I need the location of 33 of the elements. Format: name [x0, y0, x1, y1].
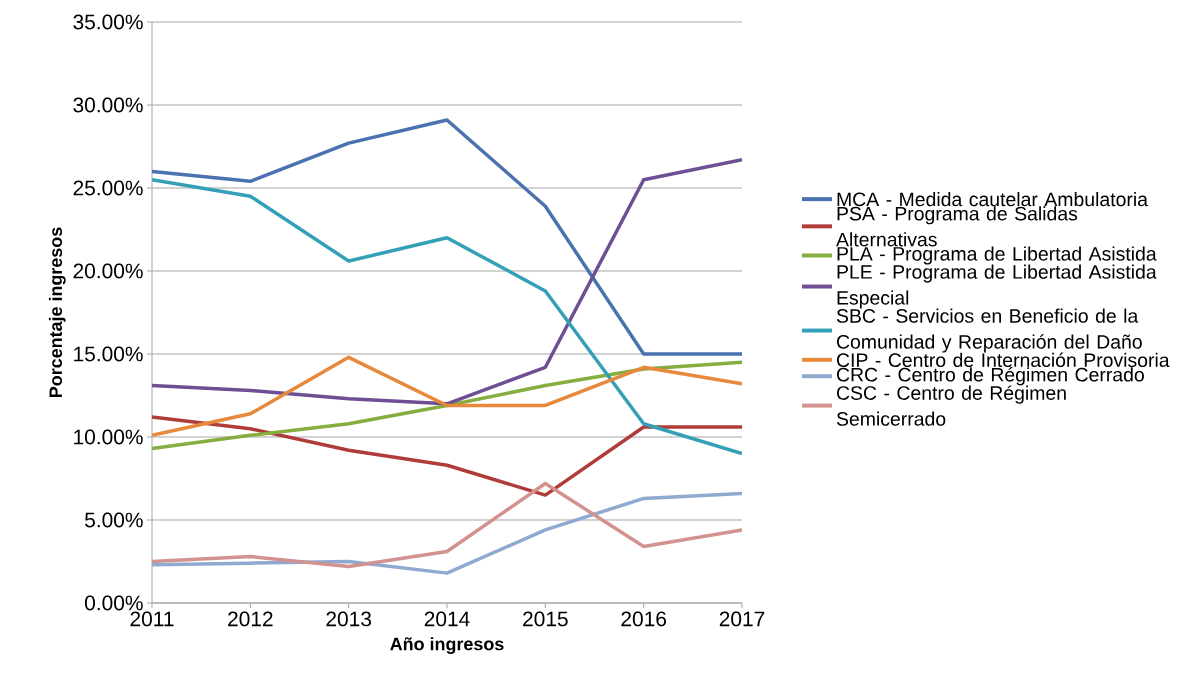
y-tick-label: 20.00% [73, 263, 143, 279]
y-tick-label: 10.00% [74, 429, 143, 445]
y-tick-label: 30.00% [73, 97, 143, 113]
x-tick-label: 2013 [326, 611, 372, 627]
line-series [152, 158, 742, 406]
x-tick-label: 2017 [719, 611, 765, 627]
y-tick-label: 15.00% [74, 346, 143, 362]
line-series [152, 360, 742, 451]
x-tick-label: 2011 [130, 611, 174, 627]
y-tick-label: 5.00% [85, 512, 143, 528]
legend-label: CIP - Centro de Internación Provisoria [837, 352, 1170, 368]
line-series [152, 481, 742, 569]
line-series [152, 355, 742, 438]
line-series [152, 177, 742, 456]
x-tick-label: 2015 [523, 611, 568, 627]
x-tick-label: 2012 [228, 611, 273, 627]
x-axis-title: Año ingresos [390, 637, 504, 654]
line-series [152, 415, 742, 497]
y-axis-title: Porcentaje ingresos [48, 227, 66, 398]
legend-label: PSA - Programa de Salidas Alternativas [836, 206, 1078, 247]
y-tick-label: 25.00% [73, 180, 143, 196]
x-tick-label: 2014 [424, 611, 470, 627]
x-tick-label: 2016 [621, 611, 667, 627]
line-series [152, 118, 742, 356]
legend-label: MCA - Medida cautelar Ambulatoria [837, 191, 1148, 207]
legend-label: CSC - Centro de Régimen Semicerrado [836, 385, 1066, 426]
legend-label: SBC - Servicios en Beneficio de la Comunidad y Reparación del Daño [836, 308, 1142, 353]
legend-label: CRC - Centro de Régimen Cerrado [837, 367, 1144, 386]
legend-label: PLA - Programa de Libertad Asistida [837, 246, 1157, 265]
y-tick-label: 0.00% [84, 595, 143, 611]
y-tick-label: 35.00% [73, 14, 143, 30]
line-series [152, 491, 742, 575]
legend-label: PLE - Programa de Libertad Asistida Especial [837, 264, 1157, 309]
